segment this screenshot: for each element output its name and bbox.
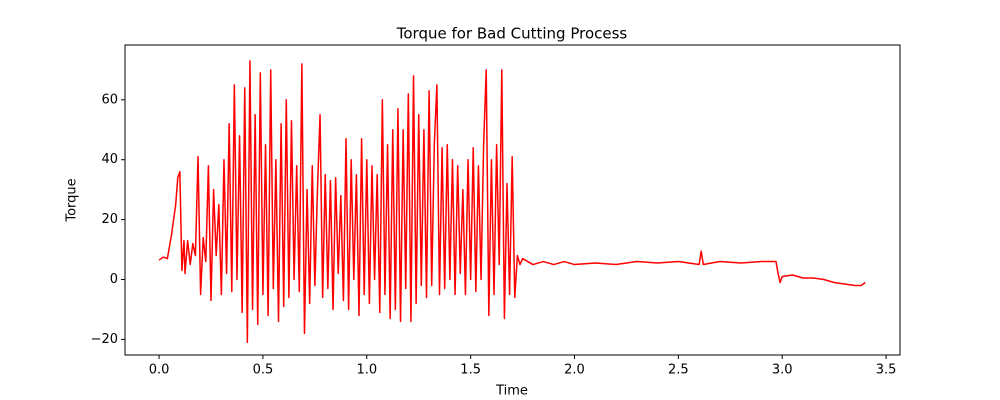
y-tick-label: 40 [101, 152, 118, 167]
x-tick-label: 1.0 [356, 363, 377, 378]
y-axis-label: Torque [65, 178, 80, 222]
y-tick-label: −20 [91, 332, 118, 347]
x-tick-label: 0.0 [149, 363, 170, 378]
x-tick-label: 1.5 [460, 363, 481, 378]
y-tick-label: 20 [101, 212, 118, 227]
x-tick-label: 2.5 [668, 363, 689, 378]
y-tick-label: 0 [110, 272, 118, 287]
plot-frame [124, 44, 901, 356]
y-tick-label: 60 [101, 92, 118, 107]
x-tick-label: 3.0 [772, 363, 793, 378]
chart-title: Torque for Bad Cutting Process [396, 25, 628, 43]
x-tick-label: 2.0 [564, 363, 585, 378]
x-tick-label: 3.5 [876, 363, 897, 378]
x-axis-label: Time [495, 384, 528, 399]
x-tick-label: 0.5 [253, 363, 274, 378]
data-line [158, 60, 866, 344]
